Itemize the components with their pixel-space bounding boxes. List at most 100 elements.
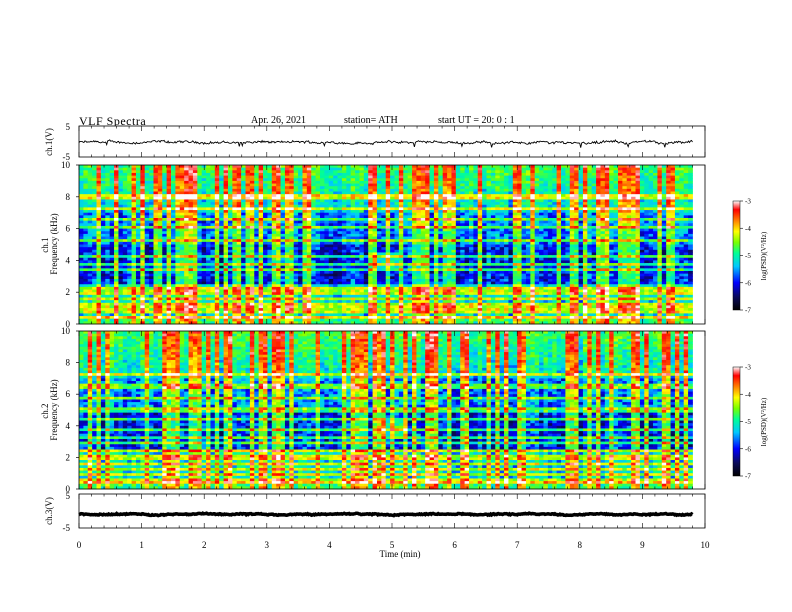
spectrogram-cell [114, 294, 119, 298]
spectrogram-cell [425, 231, 430, 235]
spectrogram-cell [100, 180, 106, 184]
spectrogram-cell [105, 178, 111, 182]
spectrogram-cell [341, 305, 347, 309]
spectrogram-cell [420, 183, 426, 187]
spectrogram-cell [302, 321, 308, 325]
spectrogram-cell [87, 255, 93, 259]
spectrogram-cell [390, 196, 395, 200]
spectrogram-cell [324, 310, 330, 314]
spectrogram-cell [192, 308, 198, 312]
spectrogram-cell [214, 271, 220, 275]
spectrogram-cell [254, 175, 260, 179]
spectrogram-cell [328, 300, 334, 304]
spectrogram-cell [214, 220, 220, 224]
spectrogram-cell [280, 199, 286, 203]
spectrogram-cell [337, 186, 343, 190]
spectrogram-cell [263, 228, 268, 232]
spectrogram-cell [420, 255, 426, 259]
spectrogram-cell [258, 180, 264, 184]
spectrogram-cell [236, 241, 242, 245]
spectrogram-cell [219, 167, 224, 171]
spectrogram-cell [214, 231, 220, 235]
spectrogram-cell [302, 292, 308, 296]
spectrogram-cell [122, 236, 128, 240]
spectrogram-cell [140, 313, 146, 317]
spectrogram-cell [337, 167, 343, 171]
spectrogram-cell [254, 318, 260, 322]
spectrogram-cell [157, 281, 163, 285]
spectrogram-cell [350, 268, 356, 272]
spectrogram-cell [341, 286, 347, 290]
spectrogram-cell [79, 167, 84, 171]
spectrogram-cell [109, 281, 115, 285]
spectrogram-cell [245, 255, 251, 259]
spectrogram-cell [271, 249, 277, 253]
spectrogram-cell [333, 271, 338, 275]
spectrogram-cell [188, 210, 194, 214]
spectrogram-cell [258, 252, 264, 256]
spectrogram-cell [403, 165, 409, 169]
spectrogram-cell [337, 271, 343, 275]
spectrogram-cell [157, 318, 163, 322]
spectrogram-cell [403, 228, 409, 232]
spectrogram-cell [245, 167, 251, 171]
spectrogram-cell [100, 281, 106, 285]
spectrogram-cell [109, 196, 115, 200]
spectrogram-cell [258, 300, 264, 304]
spectrogram-cell [350, 218, 356, 222]
spectrogram-cell [276, 289, 281, 293]
spectrogram-cell [289, 196, 295, 200]
spectrogram-cell [425, 172, 430, 176]
spectrogram-cell [306, 268, 312, 272]
spectrogram-cell [306, 172, 312, 176]
spectrogram-cell [236, 257, 242, 261]
spectrogram-cell [227, 247, 233, 251]
spectrogram-cell [192, 199, 198, 203]
spectrogram-cell [315, 244, 321, 248]
spectrogram-cell [390, 292, 395, 296]
spectrogram-cell [241, 233, 246, 237]
spectrogram-cell [175, 218, 181, 222]
spectrogram-cell [293, 183, 299, 187]
spectrogram-cell [100, 292, 106, 296]
spectrogram-cell [122, 178, 128, 182]
spectrogram-cell [149, 210, 154, 214]
spectrogram-cell [368, 273, 373, 277]
spectrogram-cell [135, 191, 141, 195]
spectrogram-cell [324, 215, 330, 219]
spectrogram-cell [131, 305, 137, 309]
spectrogram-cell [179, 321, 185, 325]
spectrogram-cell [381, 255, 387, 259]
spectrogram-cell [201, 255, 207, 259]
spectrogram-cell [118, 286, 124, 290]
spectrogram-cell [149, 249, 154, 253]
spectrogram-cell [131, 212, 137, 216]
spectrogram-cell [79, 281, 84, 285]
spectrogram-cell [416, 199, 422, 203]
spectrogram-cell [293, 268, 299, 272]
spectrogram-cell [127, 228, 132, 232]
spectrogram-cell [214, 178, 220, 182]
spectrogram-cell [376, 255, 382, 259]
spectrogram-cell [188, 212, 194, 216]
spectrogram-cell [372, 257, 378, 261]
spectrogram-cell [337, 305, 343, 309]
spectrogram-cell [372, 194, 378, 198]
spectrogram-cell [412, 300, 417, 304]
spectrogram-cell [175, 300, 181, 304]
spectrogram-cell [122, 215, 128, 219]
spectrogram-cell [236, 300, 242, 304]
spectrogram-cell [306, 276, 312, 280]
spectrogram-cell [122, 218, 128, 222]
spectrogram-cell [79, 204, 84, 208]
spectrogram-cell [118, 199, 124, 203]
spectrogram-cell [372, 276, 378, 280]
spectrogram-cell [87, 210, 93, 214]
spectrogram-cell [149, 247, 154, 251]
spectrogram-cell [166, 284, 172, 288]
spectrogram-cell [320, 249, 325, 253]
spectrogram-cell [140, 289, 146, 293]
spectrogram-cell [201, 257, 207, 261]
spectrogram-cell [284, 247, 290, 251]
spectrogram-cell [184, 228, 189, 232]
